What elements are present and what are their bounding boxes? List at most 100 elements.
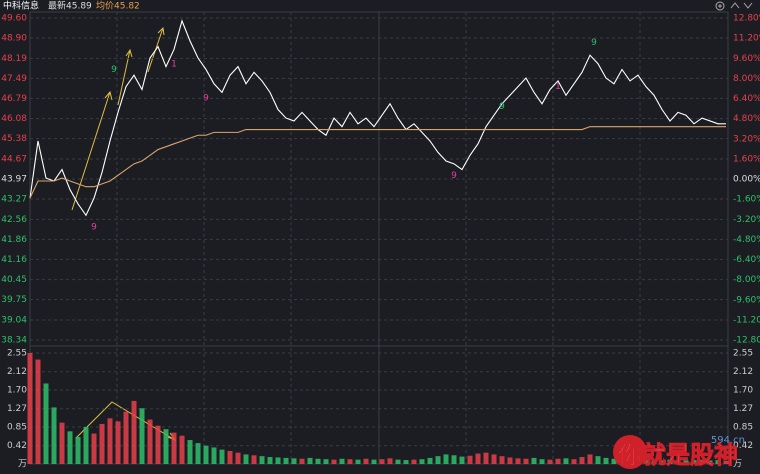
volume-bar (91, 433, 97, 464)
volume-bar (339, 458, 345, 464)
volume-bar (219, 449, 225, 464)
y2-tick-label: -8.00% (733, 275, 760, 285)
td-label: 9 (203, 94, 209, 104)
volume-bar (683, 460, 689, 464)
volume-bar (603, 457, 609, 464)
watermark-text: 你就是股神 (617, 441, 738, 469)
volume-bar (483, 452, 489, 464)
volume-bar (99, 423, 105, 464)
price-line (29, 126, 726, 199)
volume-bar (643, 459, 649, 464)
volume-bar (227, 450, 233, 464)
volume-bar (379, 459, 385, 464)
y-tick-label: 46.79 (1, 94, 27, 104)
y-tick-label-right: 2.12 (733, 367, 753, 377)
volume-bar (163, 429, 169, 464)
y2-tick-label: 4.80% (733, 114, 760, 124)
volume-bar (395, 459, 401, 464)
volume-bar (323, 459, 329, 464)
y2-tick-label: 6.40% (733, 94, 760, 104)
volume-bar (419, 459, 425, 464)
watermark-site: 594.cn (711, 435, 745, 446)
average-price: 均价45.82 (96, 0, 140, 12)
volume-bar (363, 458, 369, 464)
volume-bar (427, 457, 433, 464)
volume-bar (75, 437, 81, 464)
volume-bar (251, 455, 257, 464)
volume-bar (451, 455, 457, 464)
y-tick-label-right: 1.70 (733, 386, 753, 396)
volume-bar (187, 440, 193, 464)
y-tick-label-right: 1.27 (733, 404, 753, 414)
price-line (29, 19, 726, 217)
y2-tick-label: -4.80% (733, 235, 760, 245)
volume-bar (155, 425, 161, 464)
y-tick-label-right: 2.55 (733, 349, 753, 359)
volume-bar (611, 458, 617, 464)
volume-bar (347, 459, 353, 464)
volume-bar (171, 432, 177, 464)
volume-bar (467, 455, 473, 464)
td-label: 9 (91, 222, 97, 232)
y-tick-label: 万 (18, 460, 27, 470)
volume-bar (27, 353, 33, 464)
y2-tick-label: 1.60% (733, 154, 760, 164)
volume-bar (131, 400, 137, 464)
volume-bar (667, 459, 673, 464)
volume-bar (475, 453, 481, 464)
volume-bar (659, 460, 665, 464)
volume-bar (35, 359, 41, 464)
td-label: 1 (555, 82, 561, 92)
y-tick-label: 41.86 (1, 235, 27, 245)
y-tick-label-right: 万 (733, 460, 742, 470)
y-tick-label: 48.19 (1, 54, 27, 64)
volume-bar (579, 457, 585, 464)
latest-price: 最新45.89 (48, 0, 92, 12)
volume-bar (355, 459, 361, 464)
y2-tick-label: -1.60% (733, 195, 760, 205)
td-label: 1 (171, 59, 177, 69)
y-tick-label: 46.08 (1, 114, 27, 124)
y2-tick-label: 3.20% (733, 134, 760, 144)
volume-bar (59, 422, 65, 464)
watermark-logo (613, 435, 647, 469)
volume-bar (587, 454, 593, 464)
volume-bar (459, 456, 465, 464)
volume-bar (331, 459, 337, 464)
volume-bar (235, 452, 241, 464)
stock-name: 中科信息 (3, 0, 39, 12)
volume-bar (283, 457, 289, 464)
volume-bar (563, 458, 569, 464)
td-label: 9 (591, 38, 597, 48)
td-label: 9 (499, 102, 505, 112)
y-tick-label: 43.97 (1, 175, 27, 185)
td-label: 9 (111, 65, 117, 75)
volume-bar (243, 454, 249, 464)
volume-bar (723, 460, 729, 464)
y-tick-label: 2.12 (7, 367, 27, 377)
volume-bar (315, 458, 321, 464)
y-tick-label: 41.16 (1, 255, 27, 265)
volume-bar (123, 411, 129, 464)
y-tick-label: 1.70 (7, 386, 27, 396)
volume-bar (387, 458, 393, 464)
volume-bar (203, 445, 209, 464)
volume-bar (555, 458, 561, 464)
y-tick-label: 43.27 (1, 195, 27, 205)
y-tick-label: 47.49 (1, 74, 27, 84)
volume-bar (571, 459, 577, 464)
y2-tick-label: 9.60% (733, 54, 760, 64)
y-tick-label: 40.45 (1, 275, 27, 285)
volume-bar (147, 419, 153, 464)
volume-bar (715, 460, 721, 464)
volume-bar (675, 460, 681, 464)
toolbar-icons[interactable] (715, 1, 753, 11)
volume-bar (507, 457, 513, 464)
y-tick-label: 39.04 (1, 315, 27, 325)
y2-tick-label: -11.20% (733, 315, 760, 325)
volume-bar (523, 458, 529, 464)
volume-bar (539, 459, 545, 464)
y-tick-label: 2.55 (7, 349, 27, 359)
volume-bar (435, 456, 441, 464)
volume-bar (43, 383, 49, 464)
